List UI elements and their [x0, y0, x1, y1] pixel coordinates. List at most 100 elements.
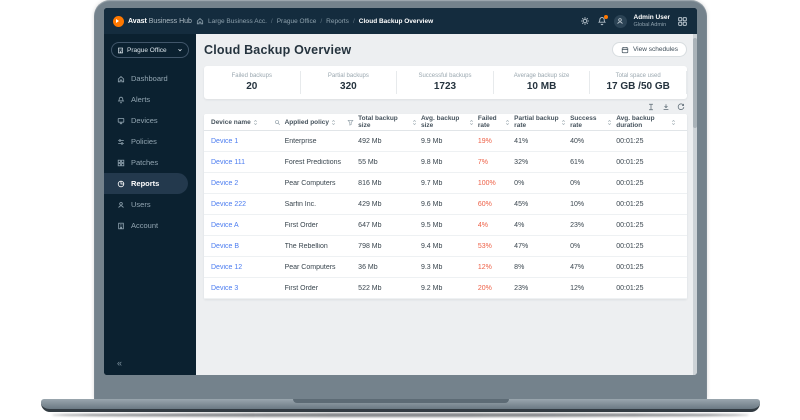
sort-icon[interactable]: [331, 119, 336, 126]
sort-icon[interactable]: [253, 119, 258, 126]
breadcrumb-item[interactable]: Large Business Acc.: [208, 17, 267, 25]
failed-rate-cell: 7%: [477, 158, 488, 166]
stat-item: Partial backups 320: [301, 71, 398, 94]
stat-label: Successful backups: [418, 73, 472, 79]
sort-icon[interactable]: [561, 119, 566, 126]
sort-icon[interactable]: [412, 119, 417, 126]
sort-icon[interactable]: [505, 119, 510, 126]
sidebar-item-reports[interactable]: Reports: [104, 173, 188, 194]
org-selector-dropdown[interactable]: Prague Office: [111, 42, 189, 58]
user-name: Admin User: [633, 13, 670, 21]
total-backup-size-cell: 798 Mb: [358, 242, 382, 250]
total-backup-size-cell: 492 Mb: [358, 137, 382, 145]
applied-policy-cell: Enterprise: [284, 137, 317, 145]
breadcrumb-item[interactable]: Reports: [326, 17, 349, 25]
stat-value: 20: [246, 81, 258, 92]
partial-backup-rate-cell: 4%: [514, 221, 525, 229]
breadcrumb-separator: /: [320, 17, 323, 25]
failed-rate-cell: 20%: [477, 284, 492, 292]
search-icon[interactable]: [274, 119, 281, 126]
total-backup-size-cell: 522 Mb: [358, 284, 382, 292]
partial-backup-rate-cell: 32%: [514, 158, 529, 166]
partial-backup-rate-cell: 8%: [514, 263, 525, 271]
avg-backup-duration-cell: 00:01:25: [616, 284, 644, 292]
avg-backup-duration-cell: 00:01:25: [616, 179, 644, 187]
avg-backup-size-cell: 9.3 Mb: [420, 263, 443, 271]
success-rate-cell: 0%: [570, 179, 581, 187]
scrollbar-thumb[interactable]: [693, 38, 697, 128]
sidebar-item-patches[interactable]: Patches: [104, 152, 188, 173]
stat-label: Average backup size: [513, 73, 570, 79]
sort-icon[interactable]: [607, 119, 612, 126]
device-name-link[interactable]: Device 3: [211, 284, 239, 292]
laptop-bezel: Avast Business Hub Large Business Acc. /…: [94, 0, 707, 399]
home-icon[interactable]: [196, 17, 204, 25]
stat-value: 17 GB /50 GB: [606, 81, 670, 92]
avg-backup-duration-cell: 00:01:25: [616, 200, 644, 208]
sidebar-item-account[interactable]: Account: [104, 215, 188, 236]
device-name-link[interactable]: Device A: [211, 221, 239, 229]
total-backup-size-cell: 816 Mb: [358, 179, 382, 187]
applied-policy-cell: Pear Computers: [284, 179, 336, 187]
stat-value: 10 MB: [526, 81, 557, 92]
column-header-success-rate[interactable]: Success rate: [570, 115, 616, 129]
brand-name: Avast Business Hub: [128, 17, 192, 25]
download-icon[interactable]: [662, 103, 670, 111]
stats-summary-card: Failed backups 20 Partial backups 320 Su…: [204, 66, 687, 99]
partial-backup-rate-cell: 41%: [514, 137, 529, 145]
user-avatar[interactable]: [613, 14, 627, 28]
home-icon: [117, 75, 125, 82]
brand-logo-block[interactable]: Avast Business Hub: [104, 15, 196, 27]
column-header-partial-backup-rate[interactable]: Partial backup rate: [514, 115, 570, 129]
table-row: Device 3 First Order 522 Mb 9.2 Mb 20% 2…: [204, 278, 687, 299]
notifications-bell-icon[interactable]: [597, 15, 608, 26]
sidebar-item-dashboard[interactable]: Dashboard: [104, 68, 188, 89]
sidebar-item-policies[interactable]: Policies: [104, 131, 188, 152]
column-header-avg-backup-duration[interactable]: Avg. backup duration: [616, 115, 680, 129]
building-icon: [117, 47, 124, 54]
device-name-link[interactable]: Device 12: [211, 263, 243, 271]
breadcrumb-separator: /: [352, 17, 355, 25]
total-backup-size-cell: 36 Mb: [358, 263, 378, 271]
success-rate-cell: 10%: [570, 200, 585, 208]
backup-table: Device name Applied policy Total backup …: [204, 114, 687, 299]
scrollbar[interactable]: [693, 34, 697, 375]
sidebar-item-devices[interactable]: Devices: [104, 110, 188, 131]
sort-icon[interactable]: [469, 119, 474, 126]
column-header-failed-rate[interactable]: Failed rate: [478, 115, 514, 129]
total-backup-size-cell: 55 Mb: [358, 158, 378, 166]
avg-backup-size-cell: 9.9 Mb: [420, 137, 443, 145]
user-menu[interactable]: Admin User Global Admin: [634, 14, 670, 29]
device-name-link[interactable]: Device 222: [211, 200, 247, 208]
column-header-applied-policy[interactable]: Applied policy: [285, 119, 359, 126]
apps-grid-icon[interactable]: [677, 16, 688, 27]
device-name-link[interactable]: Device 1: [211, 137, 239, 145]
device-name-link[interactable]: Device 111: [211, 158, 245, 166]
column-header-total-backup-size[interactable]: Total backup size: [358, 115, 421, 129]
columns-icon[interactable]: [647, 103, 655, 111]
failed-rate-cell: 19%: [477, 137, 492, 145]
settings-gear-icon[interactable]: [580, 16, 590, 26]
view-schedules-button[interactable]: View schedules: [611, 42, 687, 57]
device-name-link[interactable]: Device B: [211, 242, 240, 250]
breadcrumb-item[interactable]: Prague Office: [276, 17, 317, 25]
sort-icon[interactable]: [671, 119, 676, 126]
refresh-icon[interactable]: [677, 103, 685, 111]
avg-backup-size-cell: 9.6 Mb: [420, 200, 443, 208]
device-name-link[interactable]: Device 2: [211, 179, 239, 187]
filter-funnel-icon[interactable]: [347, 119, 354, 126]
avg-backup-duration-cell: 00:01:25: [616, 221, 644, 229]
column-header-device-name[interactable]: Device name: [211, 119, 285, 126]
stat-label: Partial backups: [327, 73, 369, 79]
sidebar: Prague Office Dashboard Alerts Devices: [104, 34, 196, 375]
sidebar-item-alerts[interactable]: Alerts: [104, 89, 188, 110]
avg-backup-size-cell: 9.5 Mb: [420, 221, 443, 229]
success-rate-cell: 0%: [570, 242, 581, 250]
success-rate-cell: 40%: [570, 137, 585, 145]
column-header-avg-backup-size[interactable]: Avg. backup size: [421, 115, 478, 129]
bell-icon: [117, 96, 125, 103]
avg-backup-duration-cell: 00:01:25: [616, 242, 644, 250]
success-rate-cell: 12%: [570, 284, 585, 292]
sidebar-collapse-button[interactable]: «: [117, 358, 123, 368]
sidebar-item-users[interactable]: Users: [104, 194, 188, 215]
